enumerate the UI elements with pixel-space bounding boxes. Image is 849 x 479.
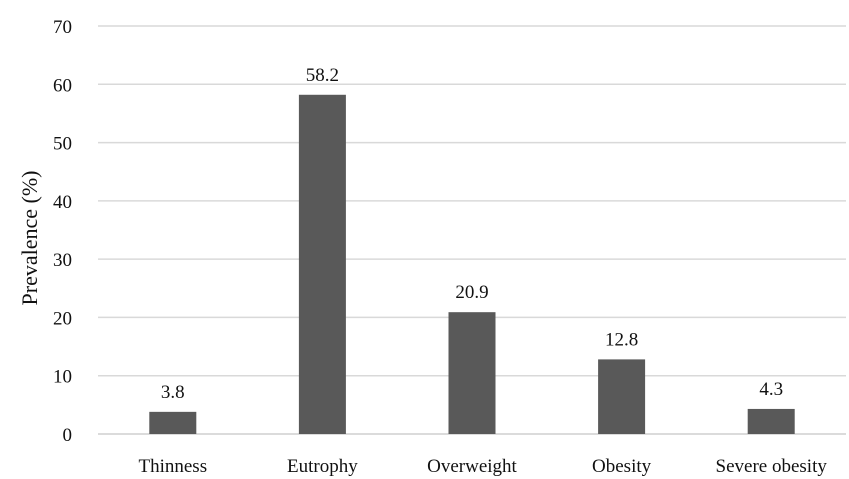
data-label: 58.2 — [306, 65, 339, 86]
bar — [298, 94, 346, 434]
bar — [448, 312, 496, 434]
data-label: 20.9 — [455, 282, 488, 303]
y-tick-label: 0 — [63, 425, 73, 446]
y-tick-label: 40 — [53, 192, 72, 213]
x-tick-label: Eutrophy — [287, 456, 358, 477]
bar — [598, 359, 646, 434]
data-label: 4.3 — [759, 379, 783, 400]
y-tick-label: 20 — [53, 308, 72, 329]
bar — [747, 408, 795, 434]
category-labels: Thinness Eutrophy Overweight Obesity Severe … — [138, 456, 827, 477]
y-axis-title: Prevalence (%) — [17, 171, 42, 306]
y-tick-label: 30 — [53, 250, 72, 271]
x-tick-label: Severe obesity — [716, 456, 828, 477]
y-tick-label: 70 — [53, 17, 72, 38]
x-tick-label: Obesity — [592, 456, 652, 477]
data-labels: 3.8 58.2 20.9 12.8 4.3 — [161, 65, 783, 403]
data-label: 12.8 — [605, 329, 638, 350]
bars — [149, 94, 795, 434]
y-axis-ticks: 0 10 20 30 40 50 60 70 — [53, 17, 72, 446]
bar — [149, 411, 197, 434]
y-tick-label: 60 — [53, 75, 72, 96]
y-tick-label: 10 — [53, 367, 72, 388]
data-label: 3.8 — [161, 382, 185, 403]
x-tick-label: Thinness — [138, 456, 207, 477]
x-tick-label: Overweight — [427, 456, 517, 477]
y-tick-label: 50 — [53, 134, 72, 155]
